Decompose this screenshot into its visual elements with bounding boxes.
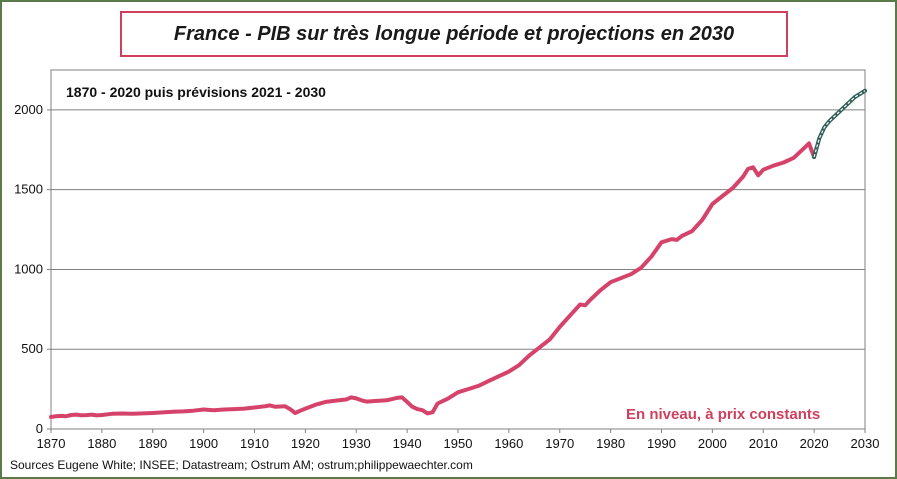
x-tick-label: 1930 [342, 436, 371, 451]
x-tick-label: 2000 [698, 436, 727, 451]
chart-title: France - PIB sur très longue période et … [120, 11, 788, 57]
annotation-label: En niveau, à prix constants [626, 406, 821, 423]
y-tick-label: 2000 [14, 102, 43, 117]
y-tick-label: 1500 [14, 182, 43, 197]
x-tick-label: 1910 [240, 436, 269, 451]
x-tick-label: 1980 [596, 436, 625, 451]
x-tick-label: 1990 [647, 436, 676, 451]
x-tick-label: 1950 [444, 436, 473, 451]
x-tick-label: 1960 [494, 436, 523, 451]
x-tick-label: 1900 [189, 436, 218, 451]
chart-subtitle: 1870 - 2020 puis prévisions 2021 - 2030 [66, 84, 326, 100]
series-line-historical [49, 141, 817, 419]
x-tick-label: 2030 [851, 436, 880, 451]
series-line-forecast-dash [813, 90, 866, 158]
y-tick-label: 500 [21, 341, 43, 356]
x-tick-label: 2010 [749, 436, 778, 451]
x-tick-label: 2020 [800, 436, 829, 451]
x-tick-label: 1870 [37, 436, 66, 451]
x-tick-label: 1940 [393, 436, 422, 451]
y-axis-ticks: 0 500 1000 1500 2000 [14, 102, 51, 436]
x-tick-label: 1890 [138, 436, 167, 451]
x-axis-ticks: 1870 1880 1890 1900 1910 1920 1930 1940 1950 1960… [37, 429, 880, 451]
x-tick-label: 1920 [291, 436, 320, 451]
series-line-forecast [812, 88, 867, 159]
y-tick-label: 1000 [14, 261, 43, 276]
source-note: Sources Eugene White; INSEE; Datastream;… [10, 458, 473, 472]
series-lines [49, 88, 867, 419]
x-tick-label: 1970 [545, 436, 574, 451]
y-tick-label: 0 [36, 421, 43, 436]
grid-lines [51, 109, 865, 350]
plot-area [50, 69, 866, 430]
x-tick-label: 1880 [87, 436, 116, 451]
